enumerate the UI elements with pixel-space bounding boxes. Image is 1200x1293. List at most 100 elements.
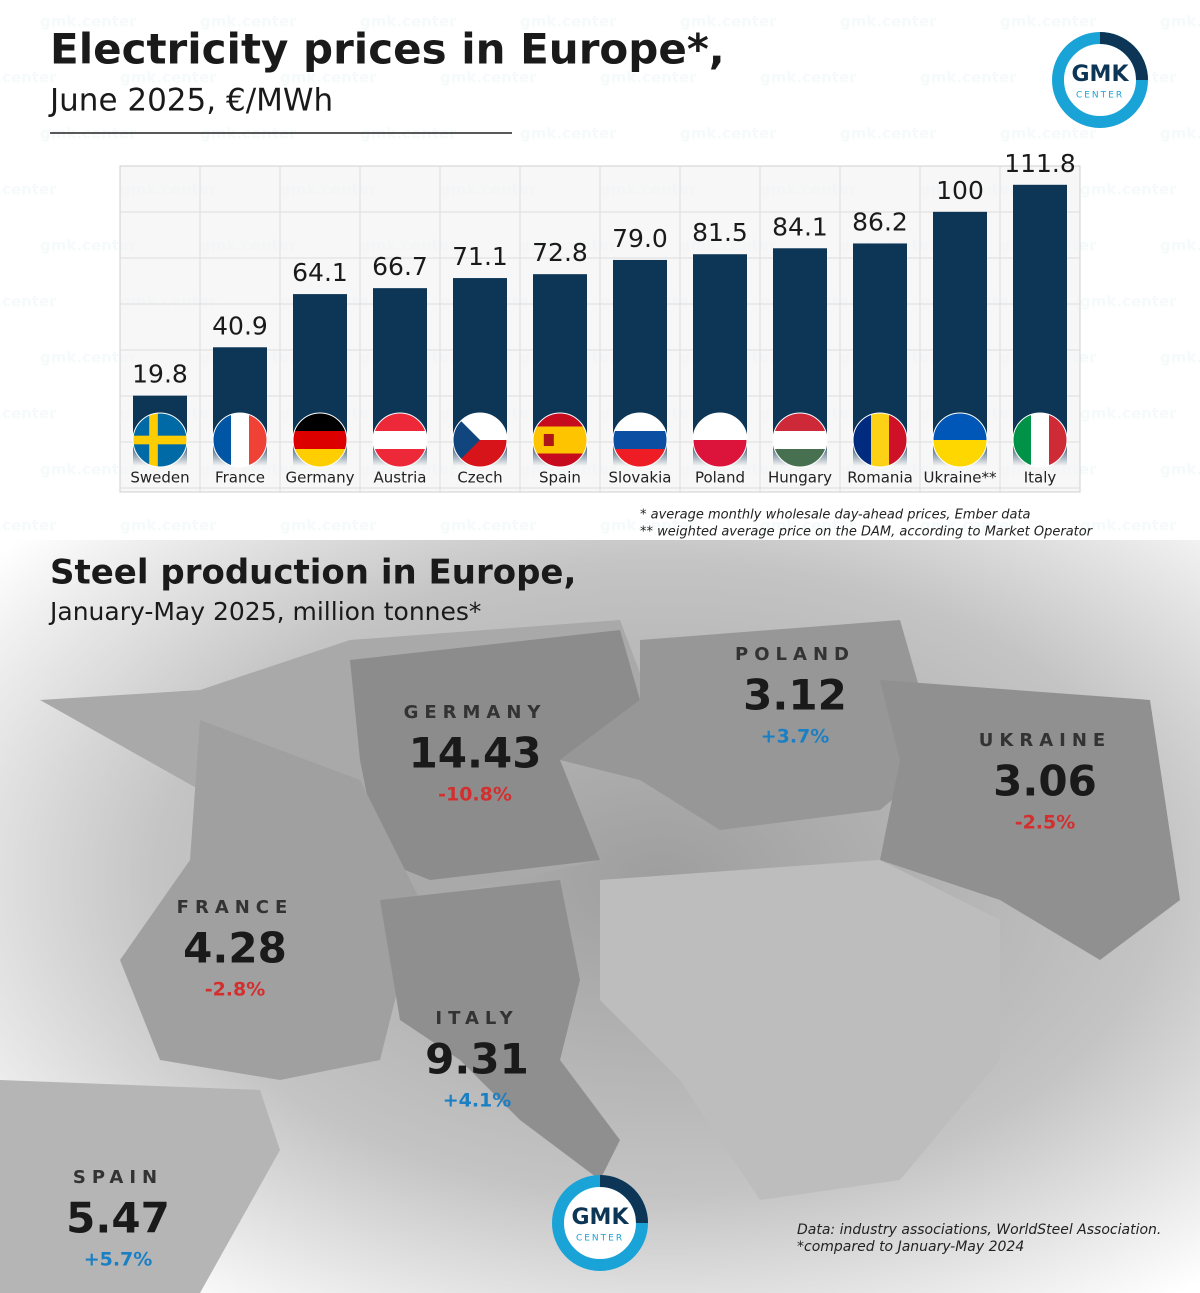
x-tick-label: Spain [539, 469, 581, 487]
x-tick-label: France [215, 469, 265, 487]
x-tick-label: Germany [286, 469, 355, 487]
grid [120, 166, 1080, 492]
flag-part [373, 431, 427, 450]
country-name: ITALY [435, 1008, 518, 1029]
flag [452, 412, 508, 468]
value-label: 84.1 [772, 212, 828, 241]
flag [612, 412, 668, 468]
flag-part [773, 449, 827, 467]
bar [853, 243, 907, 441]
logo-name: GMK [1072, 62, 1130, 87]
flag-part [1031, 413, 1050, 467]
logo-arc [1099, 32, 1148, 81]
country-change: +3.7% [761, 726, 830, 748]
logo-arc [599, 1175, 648, 1224]
flag [212, 412, 268, 468]
flag-part [871, 413, 890, 467]
flag [932, 412, 988, 468]
flag-outline [372, 412, 428, 468]
flag-part [373, 449, 427, 467]
x-tick-label: Sweden [130, 469, 189, 487]
flag-part [231, 413, 250, 467]
flag-body [373, 413, 427, 467]
value-label: 64.1 [292, 258, 348, 287]
country-value: 5.47 [66, 1194, 170, 1243]
flag-body [773, 413, 827, 467]
logo-name: GMK [572, 1205, 630, 1230]
flag [532, 412, 588, 468]
bar [1013, 184, 1067, 441]
bar [933, 211, 987, 441]
bar [613, 259, 667, 441]
value-label: 19.8 [132, 360, 188, 389]
country-name: FRANCE [177, 897, 294, 918]
chart-title: Electricity prices in Europe*, [50, 25, 725, 74]
flag [1012, 412, 1068, 468]
x-tick-label: Hungary [768, 469, 832, 487]
flag-part [293, 449, 347, 467]
flag [292, 412, 348, 468]
flag-outline [612, 412, 668, 468]
flag-part [1049, 413, 1067, 467]
flag-body [133, 413, 187, 467]
flag-part [773, 431, 827, 450]
flag-outline [452, 412, 508, 468]
source: *compared to January-May 2024 [797, 1239, 1024, 1255]
x-tick-label: Austria [374, 469, 427, 487]
flag-part [373, 413, 427, 432]
flag-part [853, 413, 872, 467]
country-value: 3.12 [743, 671, 847, 720]
flag-part [293, 413, 347, 432]
country-change: -2.8% [205, 979, 266, 1001]
country-name: POLAND [735, 644, 855, 665]
flag-outline [532, 412, 588, 468]
poland-shape [560, 620, 940, 830]
value-label: 71.1 [452, 242, 508, 271]
flag [852, 412, 908, 468]
map-title: Steel production in Europe, [50, 553, 576, 593]
country-name: GERMANY [404, 702, 547, 723]
logo-sub: CENTER [1076, 91, 1124, 101]
x-tick-label: Slovakia [609, 469, 672, 487]
flag-outline [692, 412, 748, 468]
chart-subtitle: June 2025, €/MWh [48, 83, 333, 119]
flag-part [613, 413, 667, 432]
country-change: -10.8% [438, 784, 512, 806]
country-value: 3.06 [993, 757, 1097, 806]
flag-part [133, 435, 187, 445]
flag-part [613, 449, 667, 467]
flag-part [613, 431, 667, 450]
x-tick-label: Ukraine** [924, 469, 997, 487]
flag-part [889, 413, 907, 467]
flag-part [453, 413, 480, 467]
flag-body [213, 413, 267, 467]
value-label: 40.9 [212, 311, 268, 340]
x-tick-label: Italy [1024, 469, 1057, 487]
flag [772, 412, 828, 468]
note: * average monthly wholesale day-ahead pr… [640, 508, 1031, 523]
value-label: 66.7 [372, 252, 428, 281]
map [0, 540, 1200, 1293]
flag-outline [292, 412, 348, 468]
flag-part [773, 413, 827, 432]
flag-body [613, 413, 667, 467]
flag-body [1013, 413, 1067, 467]
value-label: 81.5 [692, 218, 748, 247]
flag-body [853, 413, 907, 467]
x-tick-label: Romania [847, 469, 913, 487]
spain-shape [0, 1080, 280, 1293]
flag-outline [212, 412, 268, 468]
bar [693, 254, 747, 441]
flag [372, 412, 428, 468]
flag-part [543, 434, 554, 446]
logo: GMK CENTER [1052, 32, 1148, 128]
logo-sub: CENTER [576, 1234, 624, 1244]
country-name: SPAIN [73, 1167, 163, 1188]
value-label: 79.0 [612, 224, 668, 253]
country-change: +4.1% [443, 1090, 512, 1112]
ukraine-shape [880, 680, 1180, 960]
map-subtitle: January-May 2025, million tonnes* [48, 597, 481, 626]
value-label: 72.8 [532, 238, 588, 267]
source: Data: industry associations, WorldSteel … [797, 1222, 1161, 1238]
